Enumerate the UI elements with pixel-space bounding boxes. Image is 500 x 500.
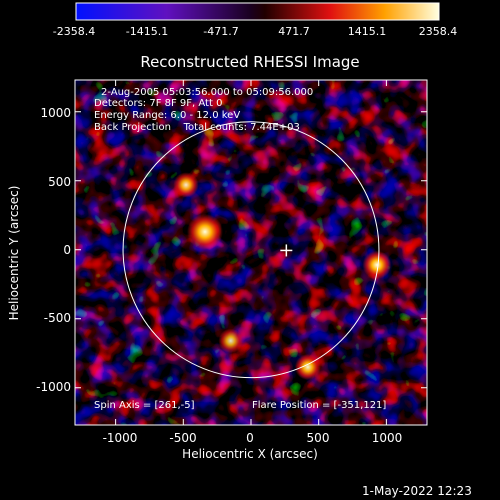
y-tick-label: 500 [48, 175, 71, 189]
colorbar-tick-label: 2358.4 [418, 25, 458, 38]
y-axis-label: Heliocentric Y (arcsec) [7, 185, 21, 321]
info-line-energy: Energy Range: 6.0 - 12.0 keV [94, 110, 241, 121]
colorbar [75, 2, 440, 21]
y-tick-label: -500 [43, 311, 71, 325]
x-tick-label: 1000 [371, 431, 403, 445]
chart-title: Reconstructed RHESSI Image [140, 53, 360, 71]
colorbar-tick-label: -1415.1 [125, 25, 169, 38]
source-blob [173, 172, 199, 198]
x-tick-label: -500 [169, 431, 197, 445]
colorbar-tick-label: -471.7 [203, 25, 239, 38]
x-tick-label: 0 [246, 431, 254, 445]
colorbar-bar [75, 2, 440, 21]
solar-disk-outline [122, 121, 380, 379]
source-blob [294, 353, 321, 381]
source-blob [186, 213, 223, 250]
spin-axis-label: Spin Axis = [261,-5] [94, 400, 195, 411]
info-line-detectors: Detectors: 7F 8F 9F, Att 0 [94, 98, 223, 109]
y-tick-label: -1000 [36, 380, 71, 394]
info-line-time: 2-Aug-2005 05:03:56.000 to 05:09:56.000 [101, 87, 314, 98]
info-line-counts: Back Projection Total counts: 7.44E+03 [94, 122, 300, 133]
x-tick-label: -1000 [102, 431, 138, 445]
emission-map [75, 80, 427, 425]
x-axis-label: Heliocentric X (arcsec) [182, 447, 318, 461]
y-tick-label: 0 [63, 243, 71, 257]
source-blob [362, 250, 392, 280]
timestamp: 1-May-2022 12:23 [362, 484, 472, 498]
colorbar-tick-label: 1415.1 [347, 25, 387, 38]
x-tick-label: 500 [306, 431, 330, 445]
spin-axis-marker [280, 244, 293, 257]
source-blob [218, 328, 243, 354]
colorbar-tick-label: 471.7 [278, 25, 310, 38]
colorbar-tick-label: -2358.4 [52, 25, 96, 38]
flare-position-label: Flare Position = [-351,121] [252, 400, 387, 411]
y-tick-label: 1000 [40, 106, 71, 120]
